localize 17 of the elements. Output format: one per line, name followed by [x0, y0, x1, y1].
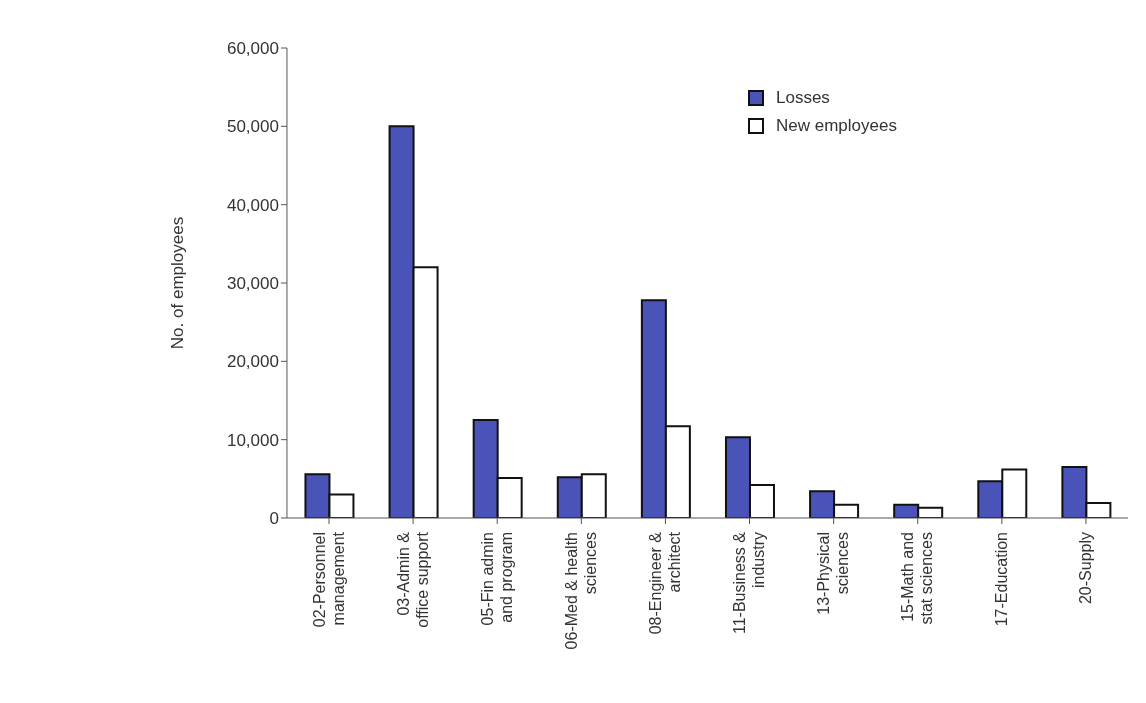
y-tick-label: 40,000 — [226, 195, 279, 215]
legend-label: Losses — [775, 88, 831, 108]
y-tick-label: 30,000 — [226, 274, 279, 294]
x-tick-label: 17-Education — [992, 532, 1010, 627]
x-tick-label: 11-Business & industry — [731, 531, 768, 634]
y-tick-label: 50,000 — [226, 117, 279, 137]
y-tick-label: 0 — [269, 509, 279, 529]
y-tick-label: 10,000 — [226, 430, 279, 450]
y-tick-label: 20,000 — [226, 352, 279, 372]
y-axis-title: No. of employees — [167, 216, 187, 350]
y-tick-label: 60,000 — [226, 39, 279, 59]
legend-label: New employees — [775, 116, 897, 136]
x-tick-label: 02-Personnel management — [310, 531, 347, 628]
x-tick-label: 13-Physical sciences — [815, 532, 852, 615]
x-tick-label: 06-Med & health sciences — [562, 532, 599, 650]
x-tick-label: 08-Engineer & architect — [646, 531, 683, 635]
x-tick-label: 20-Supply — [1076, 532, 1094, 605]
